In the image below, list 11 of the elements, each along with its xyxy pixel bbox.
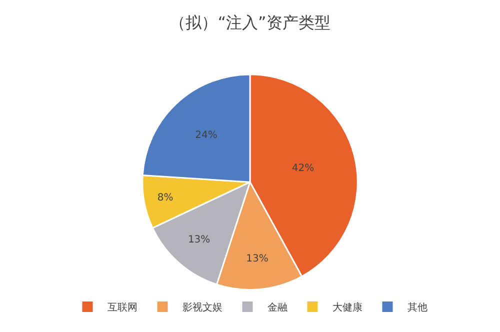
legend-label: 大健康 <box>332 302 362 314</box>
data-label: 13% <box>246 253 268 264</box>
data-label: 42% <box>292 162 314 174</box>
legend-label: 影视文娱 <box>182 302 222 314</box>
data-label: 8% <box>157 192 174 204</box>
legend-label: 其他 <box>408 302 428 314</box>
data-label: 24% <box>195 130 218 141</box>
data-label: 13% <box>188 234 210 246</box>
legend-label: 互联网 <box>108 302 138 314</box>
chart-title: （拟）“注入”资产类型 <box>170 12 330 32</box>
legend-label: 金融 <box>268 302 288 314</box>
